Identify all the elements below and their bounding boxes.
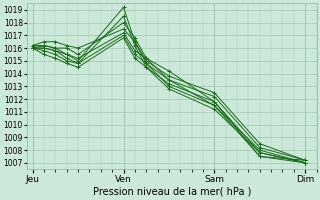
X-axis label: Pression niveau de la mer( hPa ): Pression niveau de la mer( hPa ) — [92, 187, 251, 197]
